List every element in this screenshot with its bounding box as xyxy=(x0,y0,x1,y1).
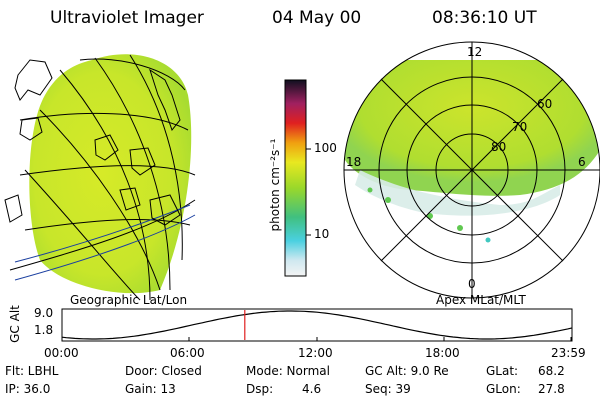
date-label: 04 May 00 xyxy=(272,8,362,28)
glon-label: GLon: xyxy=(486,382,521,396)
lat-lon-grid xyxy=(9,54,196,301)
xtick-1800: 18:00 xyxy=(425,346,460,360)
mlat-label-60: 60 xyxy=(537,97,553,111)
polar-panel xyxy=(343,41,600,299)
emission-spot xyxy=(367,187,373,193)
colorbar xyxy=(284,79,311,277)
glat-label: GLat: xyxy=(486,364,519,378)
apex-caption: Apex MLat/MLT xyxy=(436,293,526,307)
gc-alt-info: GC Alt: 9.0 Re xyxy=(365,364,449,378)
emission-spot xyxy=(385,197,391,203)
xtick-0000: 00:00 xyxy=(44,346,79,360)
door-info: Door: Closed xyxy=(125,364,202,378)
altitude-plot xyxy=(61,308,573,342)
xtick-1200: 12:00 xyxy=(298,346,333,360)
altitude-ytick-top: 9.0 xyxy=(34,306,54,320)
mlt-label-0: 0 xyxy=(468,277,476,291)
emission-spot xyxy=(457,225,463,231)
terminator-lines xyxy=(14,204,196,281)
emission-spot xyxy=(427,213,433,219)
geographic-caption: Geographic Lat/Lon xyxy=(70,293,188,307)
xtick-2359: 23:59 xyxy=(551,346,586,360)
mlat-label-70: 70 xyxy=(512,120,528,134)
diffuse-aurora xyxy=(355,170,560,216)
altitude-ytick-bottom: 1.8 xyxy=(34,323,54,337)
geographic-panel xyxy=(4,54,196,301)
gain-info: Gain: 13 xyxy=(125,382,176,396)
colorbar-gradient xyxy=(284,79,307,277)
coastlines xyxy=(4,59,181,226)
time-label: 08:36:10 UT xyxy=(432,8,537,28)
filter-info: Flt: LBHL xyxy=(5,364,59,378)
mlt-label-12: 12 xyxy=(467,45,483,59)
glat-value: 68.2 xyxy=(538,364,565,378)
dsp-label: Dsp: xyxy=(246,382,274,396)
colorbar-label-10: 10 xyxy=(314,227,330,241)
altitude-curve xyxy=(61,310,573,340)
colorbar-unit-label: photon cm⁻²s⁻¹ xyxy=(268,138,282,232)
seq-info: Seq: 39 xyxy=(365,382,411,396)
mlt-label-18: 18 xyxy=(346,155,362,169)
ip-info: IP: 36.0 xyxy=(5,382,51,396)
altitude-ylabel: GC Alt xyxy=(7,305,22,343)
mode-info: Mode: Normal xyxy=(246,364,330,378)
dsp-value: 4.6 xyxy=(302,382,322,396)
xtick-0600: 06:00 xyxy=(170,346,205,360)
polar-grid xyxy=(343,41,600,299)
colorbar-label-100: 100 xyxy=(314,141,337,155)
mlat-label-80: 80 xyxy=(491,140,507,154)
altitude-xticks xyxy=(61,337,572,341)
mlt-label-6: 6 xyxy=(578,155,586,169)
glon-value: 27.8 xyxy=(538,382,565,396)
app-title: Ultraviolet Imager xyxy=(50,8,204,28)
emission-spot xyxy=(485,237,491,243)
